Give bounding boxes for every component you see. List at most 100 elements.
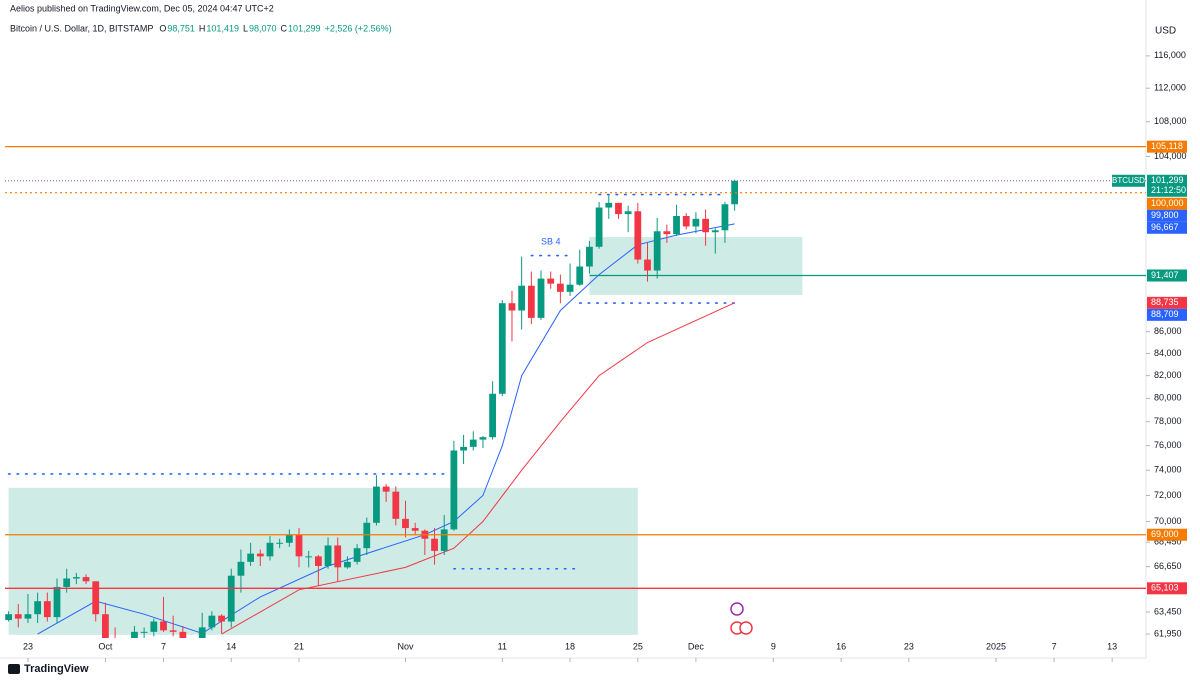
candle <box>469 431 477 451</box>
candle <box>276 538 284 549</box>
x-tick-label: 16 <box>836 641 846 651</box>
value-tag-text: 100,000 <box>1151 198 1184 208</box>
x-tick-label: 2025 <box>986 641 1006 651</box>
candle-body <box>547 278 555 284</box>
candle-body <box>411 528 419 531</box>
ohlc-key: L <box>243 23 248 33</box>
y-tick-label: 108,000 <box>1154 116 1187 126</box>
candle-body <box>644 259 651 271</box>
candle-body <box>508 303 516 311</box>
candle-body <box>450 450 458 530</box>
candle-body <box>527 285 535 318</box>
brand-name: TradingView <box>24 663 89 675</box>
candle-body <box>721 204 729 231</box>
candle-body <box>353 548 361 562</box>
flag-icon <box>739 621 753 635</box>
candle-body <box>179 631 187 638</box>
candle-body <box>382 486 390 492</box>
x-tick-label: 23 <box>23 641 33 651</box>
candle-body <box>198 627 206 638</box>
candle <box>450 440 458 531</box>
candle <box>527 271 535 325</box>
candle-body <box>469 439 477 447</box>
plot-area <box>5 179 803 667</box>
y-tick-label: 63,450 <box>1154 606 1182 616</box>
candle-body <box>5 614 12 621</box>
brand-logo <box>8 664 20 674</box>
moving-average <box>221 302 735 635</box>
candle <box>53 578 61 623</box>
ohlc-key: H <box>199 23 206 33</box>
x-tick-label: 7 <box>1052 641 1057 651</box>
candle-body <box>227 575 235 622</box>
value-tag-text: 105,118 <box>1151 141 1183 151</box>
candle <box>731 179 739 211</box>
candle-body <box>392 491 400 519</box>
candle <box>624 205 632 233</box>
x-tick-label: 21 <box>294 641 304 651</box>
ohlc-value: 98,070 <box>249 23 277 33</box>
candle <box>102 602 109 638</box>
candle-body <box>43 601 51 618</box>
candle-body <box>140 631 148 633</box>
candle <box>256 549 264 566</box>
x-tick-label: 25 <box>633 641 643 651</box>
candle-body <box>208 615 216 628</box>
candle <box>547 271 555 289</box>
candle <box>576 249 584 286</box>
candle-body <box>489 393 497 438</box>
x-tick-label: 14 <box>226 641 236 651</box>
x-tick-label: 13 <box>1107 641 1117 651</box>
symbol-tag-text: BTCUSD <box>1112 176 1145 185</box>
ohlc-value: 98,751 <box>167 23 195 33</box>
y-tick-label: 80,000 <box>1154 393 1182 403</box>
candle <box>82 574 90 585</box>
y-tick-label: 74,000 <box>1154 465 1182 475</box>
candle-body <box>702 218 709 233</box>
candle <box>72 572 80 585</box>
candle <box>121 641 128 667</box>
price-tag <box>1147 174 1187 197</box>
x-tick-label: 18 <box>565 641 575 651</box>
value-tag-text: 65,103 <box>1151 583 1179 593</box>
value-tag <box>1147 209 1187 222</box>
candle-body <box>160 621 167 631</box>
candle-body <box>218 615 225 622</box>
y-tick-label: 116,000 <box>1154 50 1186 60</box>
candle-body <box>34 601 42 615</box>
candle-body <box>63 578 71 587</box>
event-icons <box>730 602 753 635</box>
candle <box>285 529 293 547</box>
y-tick-label: 76,000 <box>1154 440 1182 450</box>
candle <box>498 300 506 397</box>
x-tick-label: Nov <box>397 641 414 651</box>
candle <box>479 436 487 449</box>
candle-body <box>595 207 603 247</box>
candle <box>34 592 42 623</box>
candle-body <box>566 284 574 292</box>
candle <box>382 484 390 502</box>
candle-body <box>314 556 322 566</box>
candle-body <box>82 577 90 582</box>
candle-body <box>460 446 467 451</box>
candle-body <box>692 218 700 227</box>
candle-body <box>266 542 274 557</box>
candle-body <box>344 561 351 568</box>
candle-body <box>682 216 690 227</box>
candle <box>43 592 51 622</box>
value-tag-text: 91,407 <box>1151 270 1179 280</box>
candle <box>324 537 332 569</box>
candle-body <box>479 437 487 440</box>
candle <box>586 240 593 274</box>
candle <box>314 554 322 586</box>
candle-body <box>363 522 371 549</box>
candle <box>702 209 709 246</box>
candle <box>489 381 497 440</box>
candle-body <box>237 561 245 576</box>
candle <box>663 224 671 243</box>
value-tag-text: 88,709 <box>1151 309 1179 319</box>
candle <box>721 201 729 243</box>
candle-body <box>663 231 671 235</box>
zone <box>589 237 803 295</box>
